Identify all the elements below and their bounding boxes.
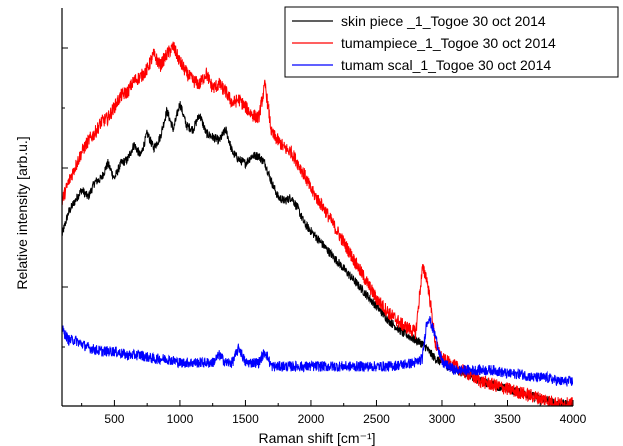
x-tick-label: 3500 [494, 412, 521, 426]
x-tick-label: 2500 [363, 412, 390, 426]
x-tick-label: 500 [104, 412, 124, 426]
ticks-layer: 500 1000 1500 2000 2500 3000 3500 4000 [62, 47, 587, 426]
legend-label-2: tumampiece_1_Togoe 30 oct 2014 [341, 35, 556, 51]
series-line-2 [62, 41, 573, 406]
x-tick-label: 1500 [232, 412, 259, 426]
x-tick-label: 3000 [429, 412, 456, 426]
y-axis-label: Relative intensity [arb.u.] [14, 136, 30, 289]
series-layer [62, 41, 573, 406]
series-line-3 [62, 316, 573, 387]
x-tick-label: 2000 [298, 412, 325, 426]
x-tick-label: 1000 [167, 412, 194, 426]
x-tick-label: 4000 [560, 412, 587, 426]
legend-label-1: skin piece _1_Togoe 30 oct 2014 [341, 13, 546, 29]
legend: skin piece _1_Togoe 30 oct 2014 tumampiec… [284, 6, 619, 78]
legend-box [284, 6, 619, 78]
x-axis-label: Raman shift [cm⁻¹] [258, 430, 375, 446]
legend-label-3: tumam scal_1_Togoe 30 oct 2014 [341, 57, 551, 73]
